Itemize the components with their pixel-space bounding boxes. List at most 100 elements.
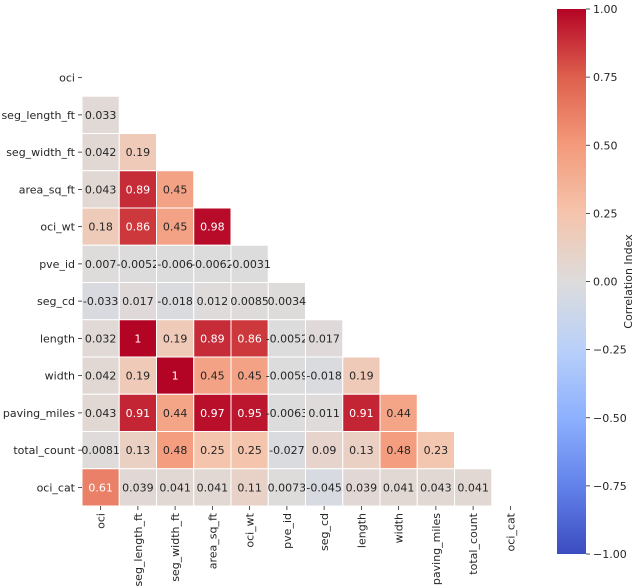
cell-value-label: 0.039	[122, 481, 154, 494]
y-tick-label: pve_id	[39, 258, 75, 271]
colorbar-tick-label: 0.00	[593, 276, 618, 289]
heatmap-cell	[230, 431, 269, 470]
y-tick-label: oci	[59, 72, 75, 85]
cell-value-label: 0.043	[85, 407, 117, 420]
heatmap-cell	[267, 393, 306, 432]
cell-value-label: 0.86	[126, 221, 151, 234]
heatmap-cell	[267, 319, 306, 358]
cell-value-label: 0.91	[349, 407, 374, 420]
heatmap-cell	[379, 393, 418, 432]
x-tick-label: seg_length_ft	[132, 512, 145, 586]
x-tick-label: total_count	[467, 512, 480, 574]
x-tick-label: oci_wt	[244, 512, 257, 547]
cell-value-label: 0.91	[126, 407, 151, 420]
heatmap-cell	[118, 431, 157, 470]
cell-value-label: -0.033	[83, 295, 118, 308]
colorbar: 1.00 0.75 0.50 0.25 0.00 −0.25 −0.50 −0.75 −1.00…	[557, 3, 635, 561]
heatmap-cell	[81, 468, 120, 507]
heatmap-cell	[230, 282, 269, 321]
heatmap-cell	[156, 431, 195, 470]
cell-value-label: 0.23	[424, 444, 449, 457]
cell-value-label: 0.043	[85, 183, 117, 196]
y-tick-label: seg_cd	[37, 295, 75, 308]
y-tick-label: width	[45, 370, 75, 383]
colorbar-tick-label: 0.75	[593, 71, 618, 84]
cell-value-label: 0.09	[312, 444, 337, 457]
heatmap-cell	[267, 468, 306, 507]
heatmap-cell	[81, 393, 120, 432]
cell-value-label: 0.041	[197, 481, 229, 494]
colorbar-tick-label: −0.50	[593, 412, 627, 425]
colorbar-label: Correlation Index	[622, 234, 635, 329]
column-labels: oci seg_length_ft seg_width_ft area_sq_ft oc…	[95, 506, 517, 587]
heatmap-cell	[118, 282, 157, 321]
cell-value-label: 0.041	[383, 481, 415, 494]
heatmap-cell	[193, 282, 232, 321]
cell-value-label: 0.98	[200, 221, 225, 234]
heatmap-cell	[156, 170, 195, 209]
cell-value-label: 0.017	[308, 332, 340, 345]
row-labels: oci seg_length_ft seg_width_ft area_sq_ftoc…	[1, 72, 82, 494]
cell-value-label: 0.45	[237, 370, 262, 383]
y-tick-label: length	[40, 332, 75, 345]
cell-value-label: 0.0081	[81, 444, 120, 457]
heatmap-cell	[305, 319, 344, 358]
cell-value-label: -0.018	[306, 370, 341, 383]
cell-value-label: 0.13	[349, 444, 374, 457]
cell-value-label: 0.19	[126, 146, 151, 159]
cell-value-label: 0.18	[88, 221, 113, 234]
cell-value-label: 0.017	[122, 295, 154, 308]
cell-value-label: 0.44	[163, 407, 188, 420]
y-tick-label: total_count	[13, 444, 75, 457]
cell-value-label: 0.48	[163, 444, 188, 457]
cell-value-label: -0.0052	[266, 332, 308, 345]
cell-value-label: 0.0085	[230, 295, 269, 308]
cell-value-label: 0.042	[85, 146, 117, 159]
heatmap-cell	[342, 356, 381, 395]
heatmap-cell	[81, 319, 120, 358]
cell-value-label: 1	[134, 332, 141, 345]
heatmap-cells: 0.033 0.042 0.19 0.043 0.89 0.45 0.18 0.86 0.45 0…	[81, 95, 493, 507]
heatmap-cell	[118, 244, 157, 283]
cell-value-label: 0.45	[163, 221, 188, 234]
colorbar-tick-label: 1.00	[593, 3, 618, 16]
cell-value-label: 0.97	[200, 407, 225, 420]
heatmap-cell	[193, 468, 232, 507]
cell-value-label: 0.032	[85, 332, 117, 345]
cell-value-label: 0.61	[88, 481, 113, 494]
cell-value-label: -0.0052	[117, 258, 159, 271]
colorbar-tick-label: 0.25	[593, 207, 618, 220]
cell-value-label: 0.0073	[268, 481, 307, 494]
cell-value-label: 0.0034	[268, 295, 307, 308]
y-tick-label: area_sq_ft	[19, 183, 76, 196]
colorbar-tick-label: −0.25	[593, 344, 627, 357]
cell-value-label: -0.0031	[228, 258, 270, 271]
heatmap-cell	[267, 282, 306, 321]
cell-value-label: 0.95	[237, 407, 262, 420]
y-tick-label: oci_cat	[37, 481, 76, 494]
cell-value-label: 0.011	[308, 407, 340, 420]
y-tick-label: paving_miles	[3, 407, 75, 420]
cell-value-label: 0.44	[386, 407, 411, 420]
x-tick-label: length	[355, 513, 368, 548]
colorbar-tick-label: −1.00	[593, 548, 627, 561]
x-tick-label: seg_cd	[318, 513, 331, 551]
heatmap-cell	[81, 133, 120, 172]
heatmap-cell	[156, 356, 195, 395]
cell-value-label: 0.012	[197, 295, 229, 308]
colorbar-bar	[557, 9, 586, 554]
heatmap-cell	[193, 431, 232, 470]
x-tick-label: area_sq_ft	[206, 512, 219, 569]
cell-value-label: 0.19	[349, 370, 374, 383]
heatmap-cell	[193, 244, 232, 283]
cell-value-label: 0.45	[200, 370, 225, 383]
cell-value-label: 0.041	[159, 481, 191, 494]
colorbar-tick-label: 0.50	[593, 139, 618, 152]
x-tick-label: paving_miles	[430, 513, 443, 585]
x-tick-label: seg_width_ft	[169, 512, 182, 581]
x-tick-label: oci_cat	[504, 512, 517, 551]
heatmap-cell	[379, 431, 418, 470]
heatmap-cell	[193, 207, 232, 246]
cell-value-label: 1	[172, 370, 179, 383]
